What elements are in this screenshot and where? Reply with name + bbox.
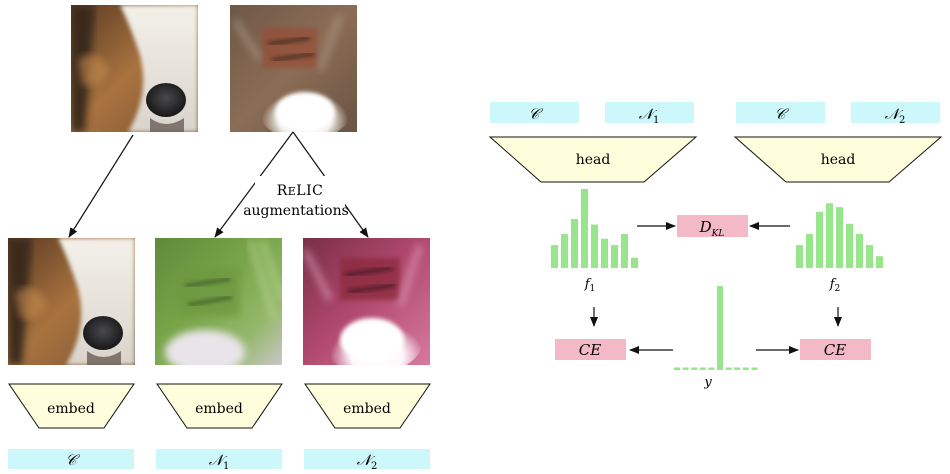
- f1-bar: [621, 234, 628, 268]
- arrow-texture-to-view-1: [214, 131, 294, 238]
- head-input-right-c-box: [736, 102, 825, 123]
- y-bar: [742, 367, 749, 370]
- f2-bar: [826, 203, 833, 268]
- f1-bar: [581, 189, 588, 268]
- y-bar: [717, 286, 723, 370]
- augment-label-line1: RELIC: [277, 183, 324, 199]
- kl-box: [677, 215, 748, 237]
- distribution-f1: [551, 189, 638, 268]
- y-bar: [734, 367, 741, 370]
- head-input-right-n2-box: [851, 102, 940, 123]
- head-input-left-n1: 𝒩1: [639, 105, 660, 126]
- y-bar: [751, 367, 758, 370]
- f2-bar: [816, 211, 823, 268]
- augment-label-bg: [255, 176, 345, 220]
- arrow-collie-to-view: [68, 134, 134, 238]
- y-bar: [699, 367, 706, 370]
- f1-bar: [631, 257, 638, 268]
- augment-label-line2: augmentations: [243, 203, 349, 219]
- embed-output-box-3: [304, 449, 430, 469]
- y-bar: [691, 367, 698, 370]
- head-input-left-n1-box: [605, 102, 694, 123]
- embed-label-3: embed: [343, 401, 391, 417]
- augmented-view-1-image: [155, 238, 282, 365]
- y-bar: [725, 367, 732, 370]
- y-label: y: [703, 375, 712, 390]
- f2-bar: [796, 245, 803, 268]
- ce-label-left: CE: [579, 341, 601, 359]
- distribution-f2: [796, 203, 883, 268]
- embed-label-2: embed: [195, 401, 243, 417]
- f2-bar: [866, 245, 873, 268]
- f1-bar: [611, 245, 618, 268]
- ce-label-right: CE: [824, 341, 846, 359]
- collie-source-image: [71, 5, 198, 132]
- f2-bar: [806, 234, 813, 268]
- embed-block-2: embed: [156, 383, 283, 429]
- embed-output-n1: 𝒩1: [209, 451, 230, 472]
- head-label-left: head: [576, 152, 611, 168]
- head-block-right: head: [733, 136, 943, 183]
- f1-label: f1: [584, 277, 596, 294]
- embed-block-3: embed: [304, 383, 431, 429]
- f1-bar: [601, 238, 608, 268]
- f1-bar: [551, 245, 558, 268]
- ce-box-left: [555, 339, 626, 360]
- kl-label: DKL: [699, 218, 725, 239]
- f1-bar: [571, 219, 578, 268]
- distribution-y: [674, 286, 758, 370]
- y-bar: [682, 367, 689, 370]
- embed-output-box-2: [156, 449, 282, 469]
- embed-output-box-1: [8, 449, 134, 469]
- f1-bar: [591, 224, 598, 268]
- head-label-right: head: [821, 152, 856, 168]
- head-block-left: head: [488, 136, 698, 183]
- f1-bar: [561, 234, 568, 268]
- head-input-left-c-box: [490, 102, 579, 123]
- f2-label: f2: [829, 277, 841, 294]
- embed-output-n2: 𝒩2: [357, 451, 378, 472]
- f2-bar: [856, 234, 863, 268]
- texture-source-image: [230, 5, 357, 132]
- y-bar: [708, 367, 715, 370]
- f2-bar: [876, 256, 883, 268]
- augmented-view-2-image: [303, 238, 430, 365]
- y-bar: [674, 367, 680, 370]
- collie-view-image: [8, 238, 135, 365]
- head-input-right-n2: 𝒩2: [885, 105, 906, 126]
- embed-label-1: embed: [47, 401, 95, 417]
- embed-block-1: embed: [8, 383, 135, 429]
- f2-bar: [846, 223, 853, 268]
- f2-bar: [836, 207, 843, 268]
- ce-box-right: [800, 339, 871, 360]
